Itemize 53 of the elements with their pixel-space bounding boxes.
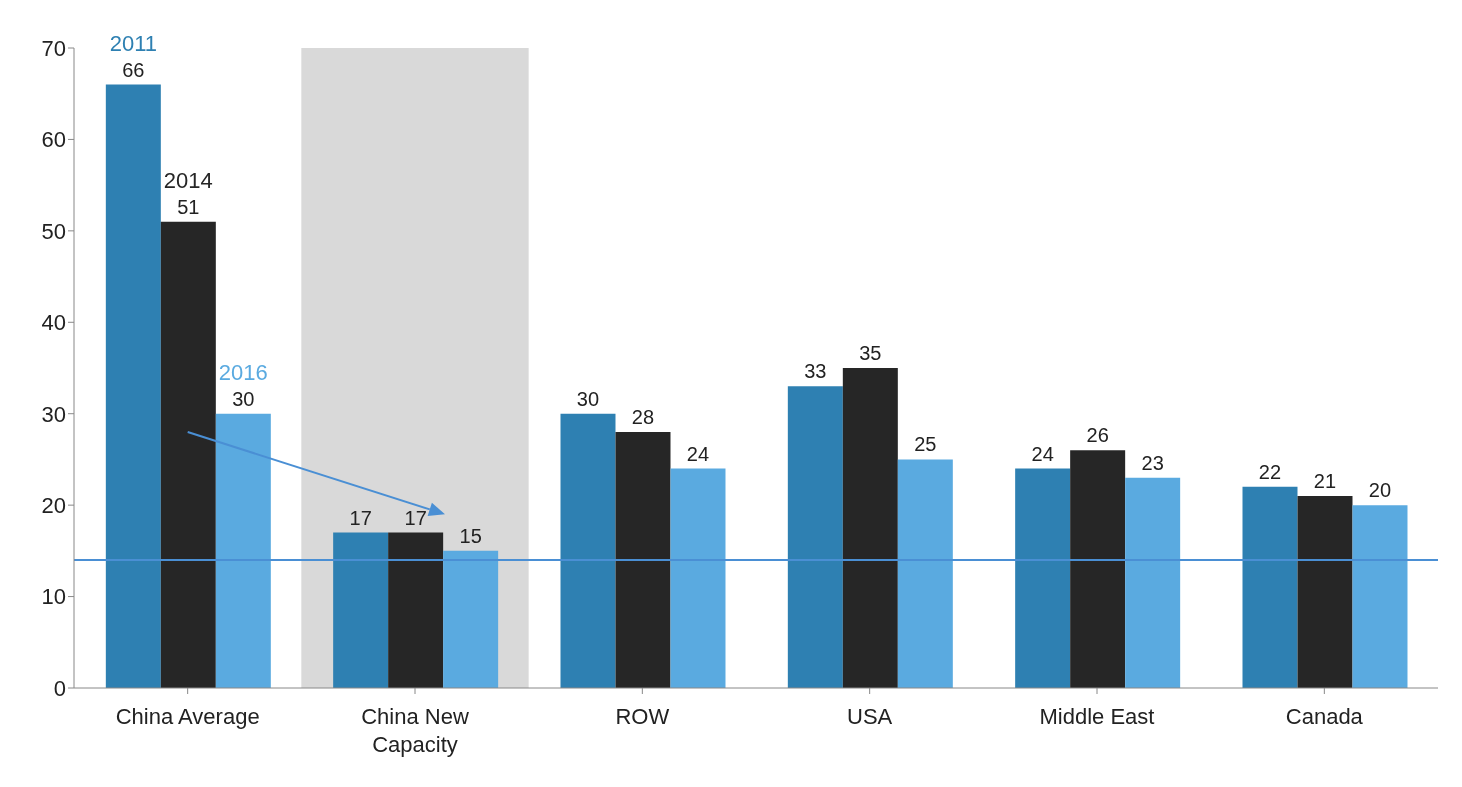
data-label: 17 [349, 506, 372, 529]
y-tick-label: 40 [41, 310, 66, 336]
x-tick-label: Middle East [1039, 704, 1155, 729]
data-label: 15 [459, 524, 482, 547]
series-label: 2016 [218, 359, 268, 385]
bar [105, 84, 161, 688]
series-label: 2014 [163, 167, 213, 193]
data-label: 20 [1368, 479, 1392, 502]
x-tick-label: Canada [1285, 704, 1364, 729]
bar [443, 550, 499, 688]
data-label: 17 [404, 506, 427, 529]
bar [1242, 486, 1298, 688]
data-label: 21 [1313, 470, 1337, 492]
bar [842, 368, 898, 688]
y-tick-label: 30 [41, 401, 66, 427]
y-tick-label: 10 [41, 584, 66, 610]
y-tick-label: 60 [41, 127, 66, 153]
data-label: 26 [1086, 424, 1109, 447]
bar [1125, 477, 1181, 688]
data-label: 24 [1031, 442, 1054, 465]
data-label: 28 [631, 406, 655, 428]
data-label: 35 [859, 342, 882, 364]
data-label: 51 [177, 195, 200, 218]
x-tick-label: China Average [115, 704, 260, 729]
bar [1297, 496, 1353, 688]
y-tick-label: 0 [53, 675, 66, 701]
bar [388, 532, 444, 688]
data-label: 22 [1258, 460, 1282, 483]
bar [1015, 468, 1071, 688]
x-tick-label: ROW [615, 704, 670, 729]
x-tick-label: China New Capacity [361, 704, 469, 757]
data-label: 30 [232, 387, 255, 410]
data-label: 25 [914, 433, 937, 456]
y-tick-label: 20 [41, 492, 66, 518]
data-label: 24 [686, 442, 710, 465]
bar [1352, 505, 1408, 688]
bar [333, 532, 389, 688]
data-label: 66 [122, 58, 145, 81]
bar [160, 221, 216, 688]
y-tick-label: 50 [41, 218, 66, 244]
series-label: 2011 [109, 30, 157, 56]
bar [215, 413, 271, 688]
data-label: 23 [1141, 451, 1164, 474]
bar [1070, 450, 1126, 688]
bar [670, 468, 726, 688]
data-label: 33 [804, 360, 827, 383]
bar [787, 386, 843, 688]
x-tick-label: USA [847, 704, 893, 729]
bar [560, 413, 616, 688]
y-tick-label: 70 [41, 35, 66, 61]
data-label: 30 [576, 387, 600, 410]
bar [897, 459, 953, 688]
bar [615, 432, 671, 688]
